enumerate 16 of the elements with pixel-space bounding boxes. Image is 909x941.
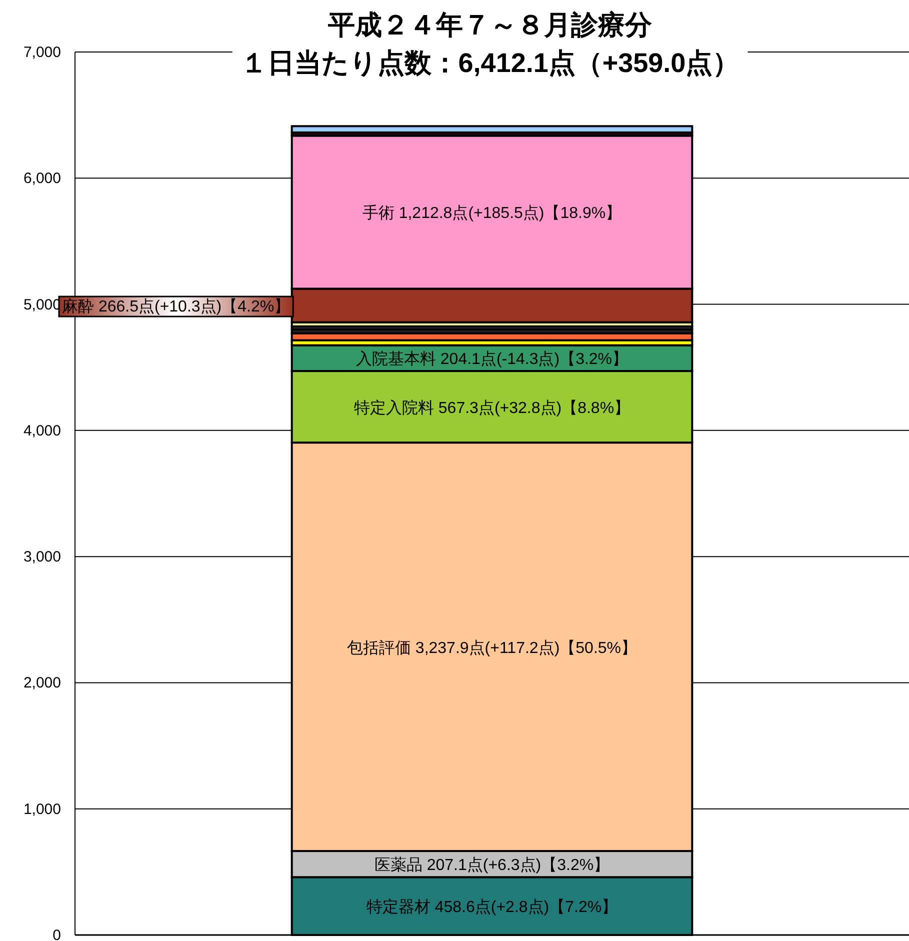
text: 特定入院料 567.3点(+32.8点)【8.8%】: [354, 400, 630, 417]
text: 手術 1,212.8点(+185.5点)【18.9%】: [362, 205, 622, 222]
text: 特定器材 458.6点(+2.8点)【7.2%】: [366, 899, 618, 916]
y-tick-label: 4,000: [23, 422, 61, 440]
y-tick-label: 1,000: [23, 800, 61, 818]
y-tick-label: 3,000: [23, 548, 61, 566]
text: 医薬品 207.1点(+6.3点)【3.2%】: [374, 857, 610, 874]
text: 入院基本料 204.1点(-14.3点)【3.2%】: [356, 351, 628, 368]
y-tick-label: 0: [52, 927, 61, 941]
text: 麻酔 266.5点(+10.3点)【4.2%】: [62, 298, 290, 316]
y-tick-label: 7,000: [23, 44, 61, 61]
text: 包括評価 3,237.9点(+117.2点)【50.5%】: [346, 640, 638, 657]
chart-subtitle: １日当たり点数：6,412.1点（+359.0点）: [240, 48, 740, 78]
y-tick-label: 6,000: [23, 170, 61, 188]
chart-title: 平成２４年７～８月診療分: [327, 10, 653, 40]
y-tick-label: 2,000: [23, 674, 61, 692]
